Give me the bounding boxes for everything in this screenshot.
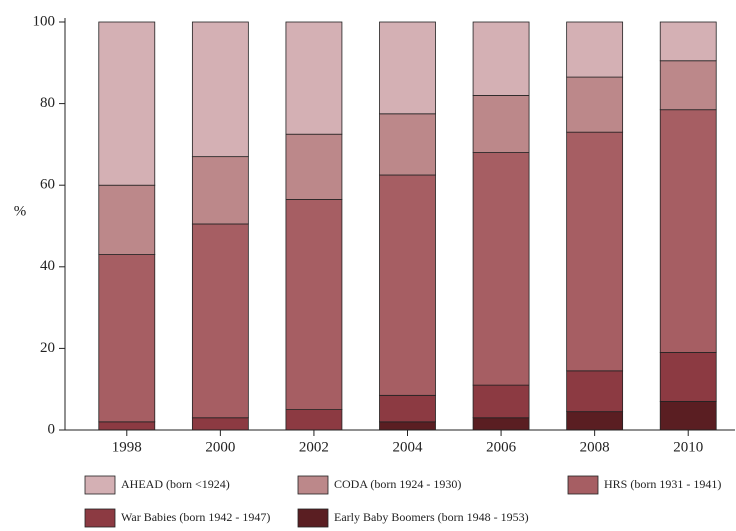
bar-segment [566,21,624,78]
bar-segment [285,133,343,200]
bar-segment [379,174,436,396]
bar-segment [659,60,717,111]
bar-segment [98,21,156,186]
legend-swatch [567,475,599,495]
legend-label: HRS (born 1931 - 1941) [604,477,721,491]
x-tick-label: 2002 [299,439,329,455]
bar-segment [566,131,624,372]
legend-swatch [84,475,116,495]
x-tick-label: 2010 [673,439,703,455]
x-tick-label: 1998 [112,439,142,455]
legend-swatch [297,475,329,495]
bar-segment [191,21,249,158]
bar-segment [659,352,717,402]
bar-segment [379,21,436,115]
legend-swatch [297,508,329,528]
x-tick-label: 2008 [580,439,610,455]
bar-segment [566,370,624,413]
bar-segment [659,401,717,431]
bar-segment [659,109,717,353]
legend-label: CODA (born 1924 - 1930) [334,477,461,491]
bar-segment [566,76,624,133]
bar-segment [472,21,530,96]
bar-segment [659,21,717,62]
legend-swatch [84,508,116,528]
bar-segment [191,417,249,431]
bar-segment [379,421,436,431]
bar-segment [566,411,624,431]
x-tick-label: 2004 [393,439,424,455]
x-tick-label: 2006 [486,439,517,455]
bar-segment [472,152,530,386]
y-tick-label: 0 [48,421,56,437]
bar-segment [191,156,249,225]
bar-segment [285,199,343,410]
y-tick-label: 40 [40,258,55,274]
bar-segment [472,417,530,431]
legend-label: Early Baby Boomers (born 1948 - 1953) [334,510,529,524]
y-tick-label: 100 [33,13,56,29]
bar-segment [472,384,530,419]
y-tick-label: 80 [40,95,55,111]
bar-segment [98,421,156,431]
bar-segment [98,184,156,255]
bar-segment [472,95,530,153]
y-tick-label: 20 [40,340,55,356]
y-axis-label: % [14,203,27,219]
y-tick-label: 60 [40,177,55,193]
bar-segment [285,21,343,135]
bar-segment [191,223,249,419]
bar-segment [285,409,343,431]
bar-segment [379,113,436,176]
bar-segment [379,394,436,423]
bar-segment [98,254,156,423]
x-tick-label: 2000 [205,439,235,455]
legend-label: War Babies (born 1942 - 1947) [121,510,270,524]
legend-label: AHEAD (born <1924) [121,477,230,491]
